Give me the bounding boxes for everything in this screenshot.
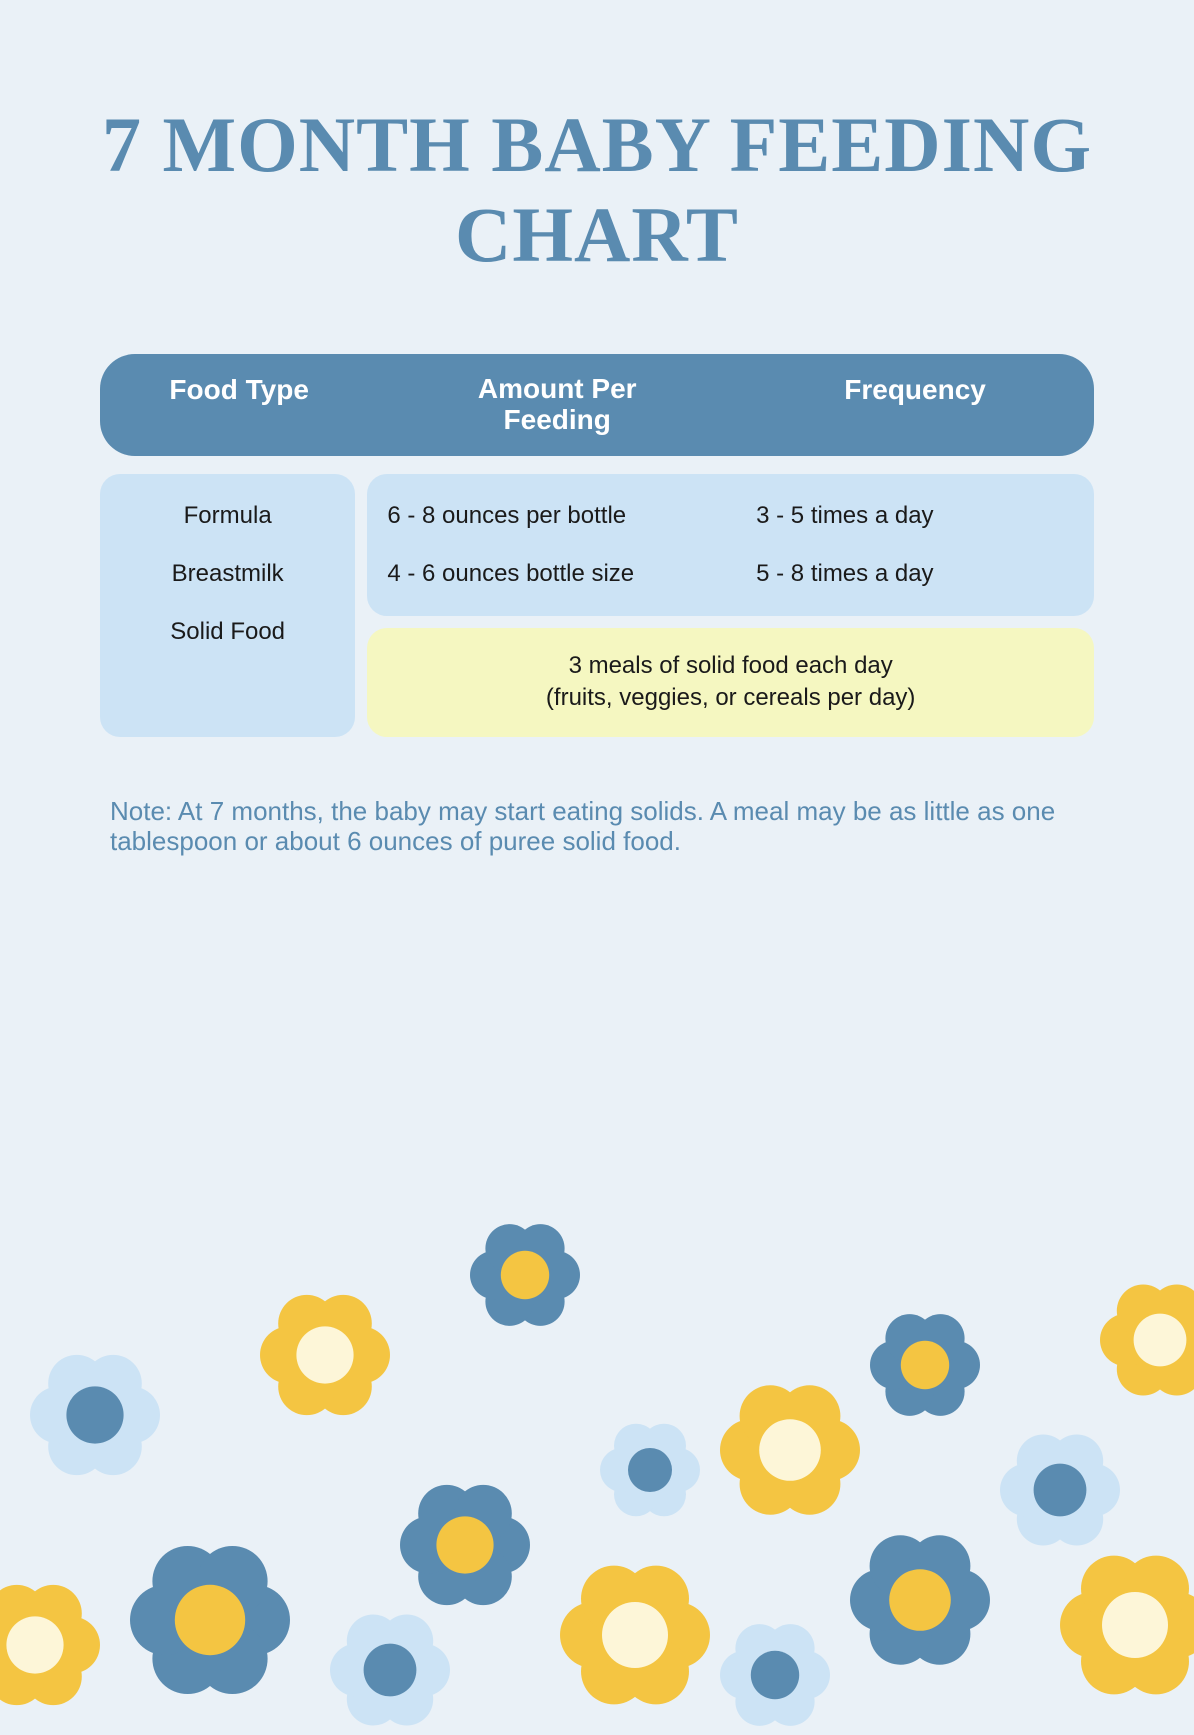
flower-icon [470, 1220, 580, 1335]
flower-icon [1060, 1550, 1194, 1705]
table-row: 4 - 6 ounces bottle size 5 - 8 times a d… [367, 560, 1094, 588]
header-amount: Amount PerFeeding [378, 374, 736, 436]
flower-icon [1100, 1280, 1194, 1405]
solid-food-line1: 3 meals of solid food each day [367, 650, 1094, 682]
cell-freq-breastmilk: 5 - 8 times a day [716, 560, 1094, 588]
food-type-column: Formula Breastmilk Solid Food [100, 474, 355, 737]
note-text: Note: At 7 months, the baby may start ea… [110, 797, 1084, 857]
flower-icon [870, 1310, 980, 1425]
feeding-table: Food Type Amount PerFeeding Frequency Fo… [100, 354, 1094, 736]
flower-icon [330, 1610, 450, 1735]
cell-food-formula: Formula [184, 502, 272, 530]
header-food-type: Food Type [100, 374, 378, 436]
cell-food-solid: Solid Food [170, 618, 285, 646]
header-frequency: Frequency [736, 374, 1094, 436]
flower-icon [30, 1350, 160, 1485]
solid-food-line2: (fruits, veggies, or cereals per day) [367, 682, 1094, 714]
cell-freq-formula: 3 - 5 times a day [716, 502, 1094, 530]
right-column-group: 6 - 8 ounces per bottle 3 - 5 times a da… [367, 474, 1094, 737]
flower-icon [720, 1620, 830, 1735]
flower-icon [130, 1540, 290, 1705]
flower-icon [600, 1420, 700, 1525]
solid-food-block: 3 meals of solid food each day (fruits, … [367, 628, 1094, 737]
flower-decoration [0, 1083, 1194, 1683]
amount-freq-block: 6 - 8 ounces per bottle 3 - 5 times a da… [367, 474, 1094, 616]
page-title: 7 MONTH BABY FEEDING CHART [0, 0, 1194, 279]
flower-icon [720, 1380, 860, 1525]
flower-icon [260, 1290, 390, 1425]
flower-icon [560, 1560, 710, 1715]
cell-food-breastmilk: Breastmilk [172, 560, 284, 588]
cell-amount-formula: 6 - 8 ounces per bottle [367, 502, 716, 530]
flower-icon [400, 1480, 530, 1615]
table-row: 6 - 8 ounces per bottle 3 - 5 times a da… [367, 502, 1094, 530]
table-header-row: Food Type Amount PerFeeding Frequency [100, 354, 1094, 456]
flower-icon [850, 1530, 990, 1675]
table-body: Formula Breastmilk Solid Food 6 - 8 ounc… [100, 474, 1094, 737]
cell-amount-breastmilk: 4 - 6 ounces bottle size [367, 560, 716, 588]
flower-icon [1000, 1430, 1120, 1555]
flower-icon [0, 1580, 100, 1715]
